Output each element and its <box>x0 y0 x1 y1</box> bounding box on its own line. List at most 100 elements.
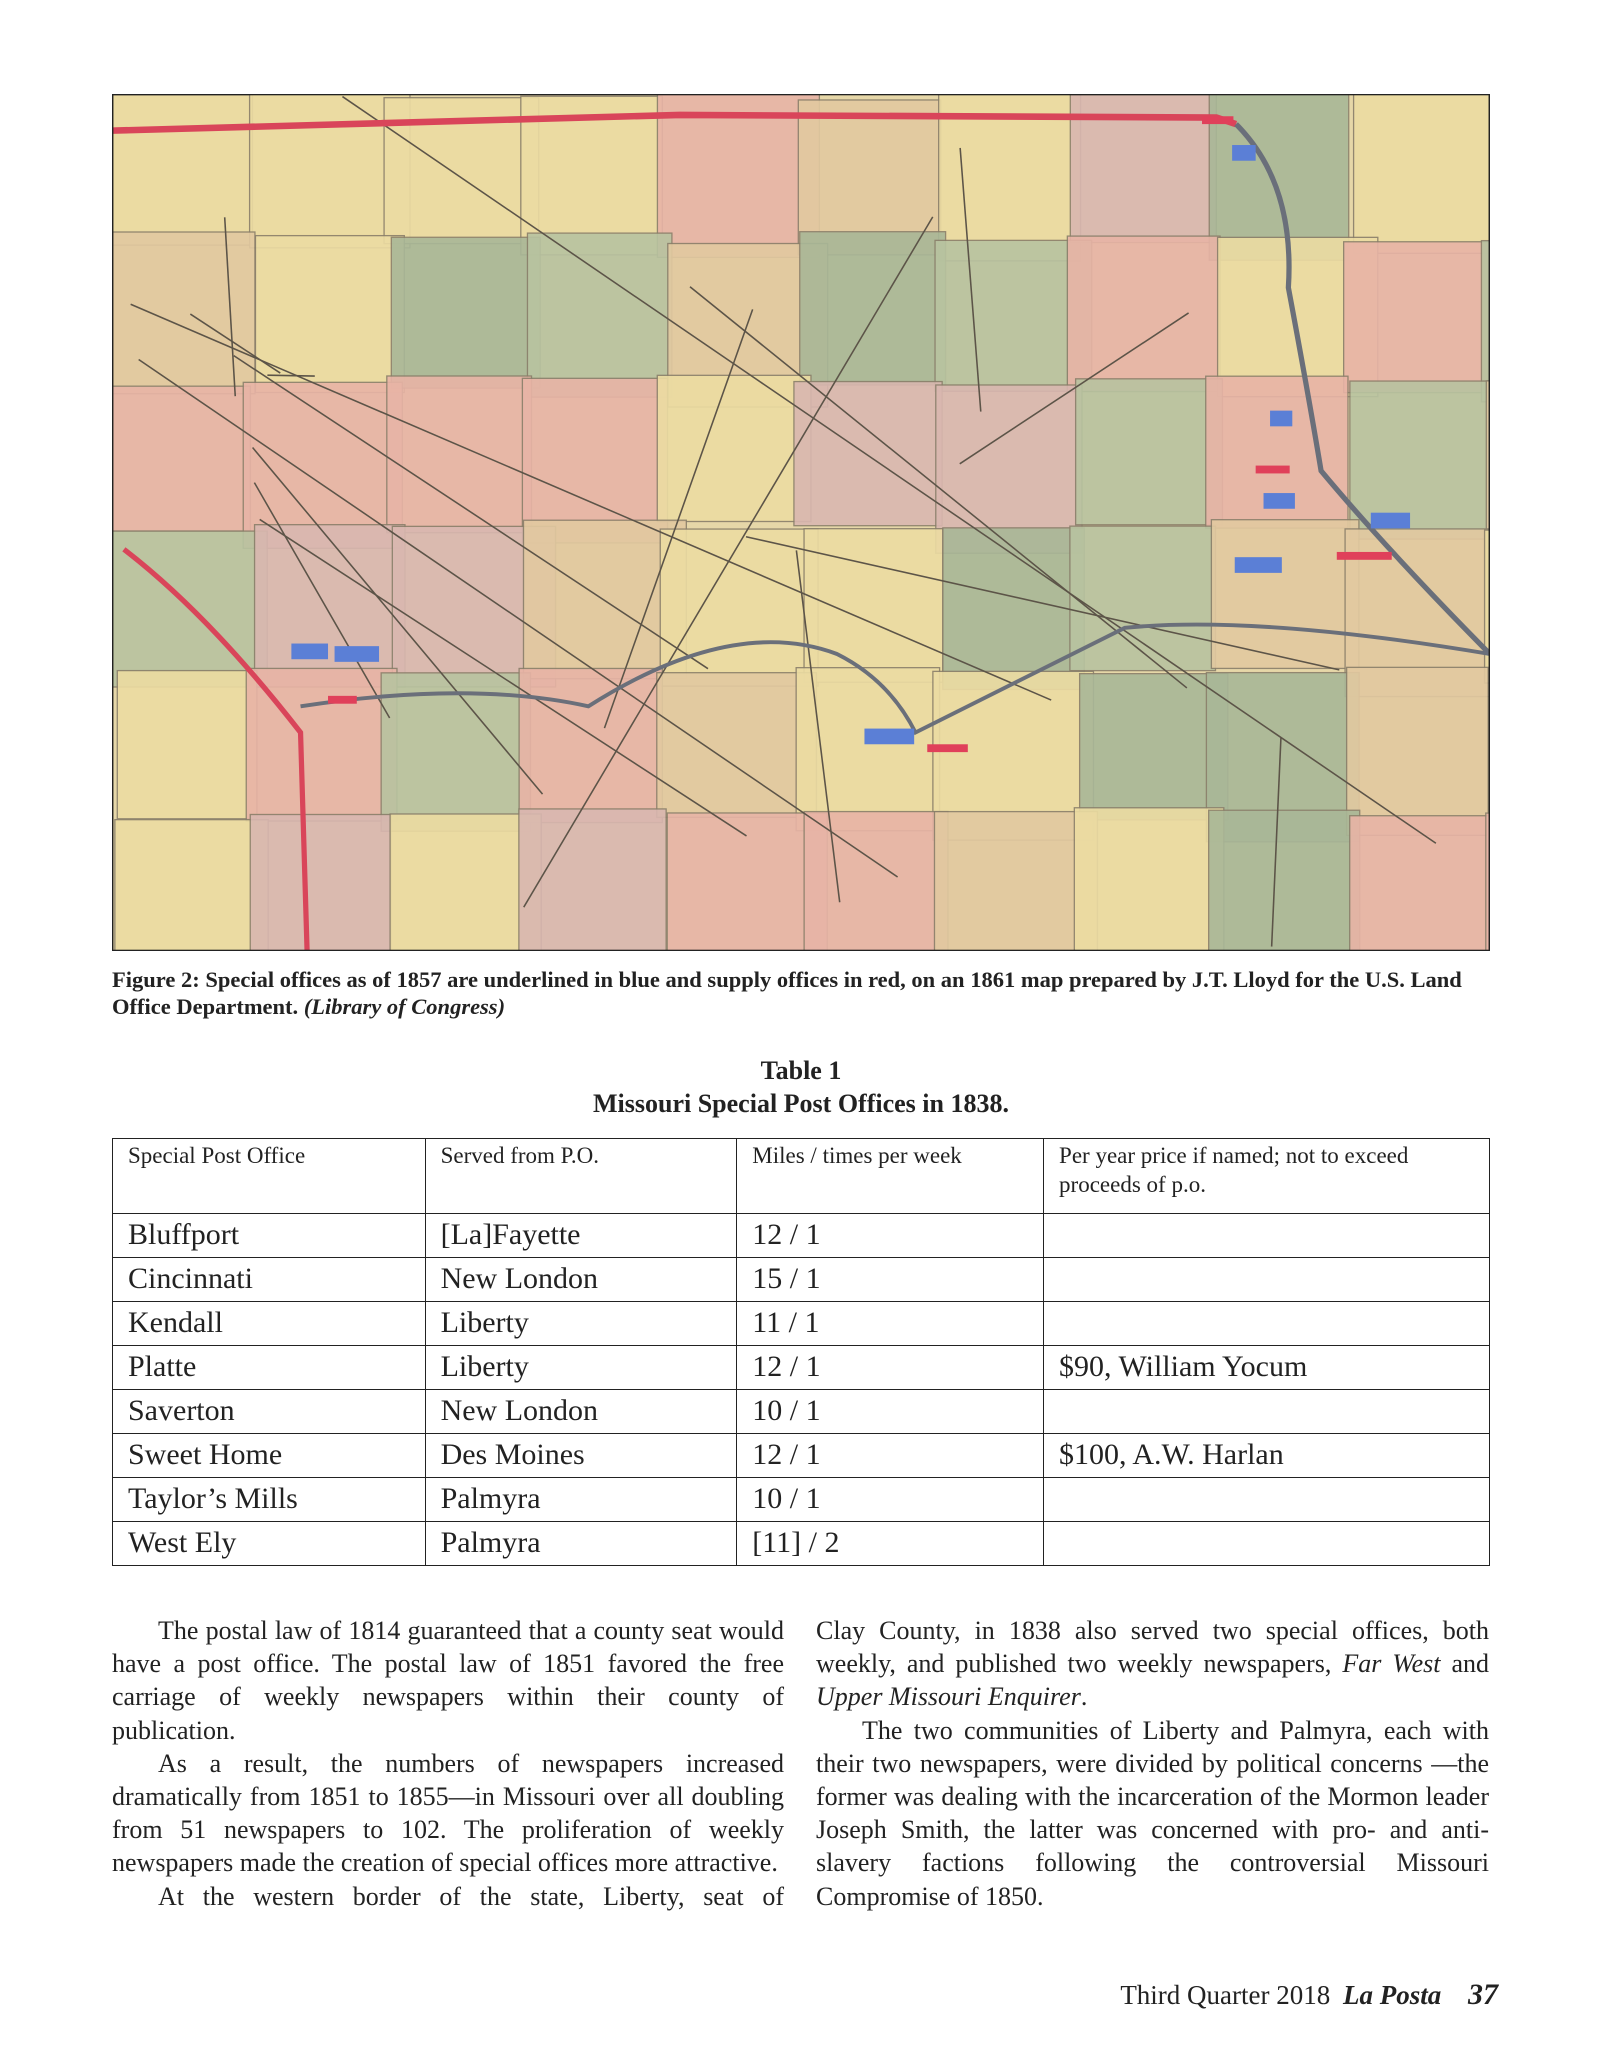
county <box>249 813 392 951</box>
special-office-mark <box>334 646 380 662</box>
table-row: Platte Liberty 12 / 1 $90, William Yocum <box>112 1345 1490 1390</box>
county <box>797 99 942 256</box>
county <box>656 672 818 819</box>
special-office-mark <box>1270 410 1293 427</box>
river <box>300 622 1490 736</box>
table-cell: Palmyra <box>424 1521 738 1566</box>
header-cell: Per year price if named; not to exceed p… <box>1043 1138 1490 1214</box>
text-run: The two communities of Liberty and Palmy… <box>816 1715 1489 1911</box>
railroad <box>795 550 841 903</box>
map-image <box>112 94 1490 951</box>
table-row: Taylor’s Mills Palmyra 10 / 1 <box>112 1477 1490 1522</box>
railroad <box>138 358 899 878</box>
text-run: (Library of Congress) <box>303 994 506 1019</box>
railroad <box>1270 737 1282 947</box>
table-cell: $90, William Yocum <box>1043 1345 1490 1390</box>
railroad <box>251 447 544 795</box>
county <box>803 810 949 951</box>
table-row: Sweet Home Des Moines 12 / 1 $100, A.W. Har… <box>112 1433 1490 1478</box>
text-run: Figure 2: Special offices as of 1857 are… <box>112 967 1462 1019</box>
text-run: and <box>1440 1649 1489 1679</box>
text-run: As a result, the numbers of newspapers i… <box>112 1748 784 1878</box>
railroad <box>959 147 982 412</box>
table-cell <box>1043 1389 1490 1434</box>
county <box>1074 378 1224 526</box>
text-column: Clay County, in 1838 also served two spe… <box>816 1614 1489 1913</box>
table-cell: 11 / 1 <box>736 1301 1045 1346</box>
county <box>666 812 828 951</box>
text-run: The postal law of 1814 guaranteed that a… <box>112 1616 784 1745</box>
railroad <box>267 374 315 377</box>
magazine-name: La Posta <box>1343 1980 1442 2010</box>
county <box>518 808 667 951</box>
text-run: At the western border of the state, Libe… <box>158 1881 784 1911</box>
table-cell <box>1043 1257 1490 1302</box>
railroad <box>745 535 1340 671</box>
text-run: Far West <box>1342 1649 1441 1679</box>
county <box>386 375 533 534</box>
table-cell: 15 / 1 <box>736 1257 1045 1302</box>
county <box>521 377 669 544</box>
county <box>389 813 542 951</box>
table-cell: 12 / 1 <box>736 1433 1045 1478</box>
railroad <box>233 354 709 670</box>
table-row: West Ely Palmyra [11] / 2 <box>112 1521 1490 1566</box>
supply-office-mark <box>328 695 357 704</box>
county <box>795 667 941 832</box>
table-cell: Platte <box>112 1345 426 1390</box>
county <box>112 385 252 532</box>
paragraph: Clay County, in 1838 also served two spe… <box>816 1614 1489 1714</box>
state-border <box>122 547 310 951</box>
table-cell: New London <box>424 1257 738 1302</box>
supply-office-mark <box>927 744 968 753</box>
table-row: Bluffport [La]Fayette 12 / 1 <box>112 1213 1490 1258</box>
county <box>253 524 406 688</box>
text-run: Upper Missouri Enquirer <box>816 1682 1081 1712</box>
header-cell: Miles / times per week <box>736 1138 1045 1214</box>
special-office-mark <box>1232 145 1256 161</box>
county <box>522 519 687 680</box>
table-cell: Kendall <box>112 1301 426 1346</box>
county <box>1343 241 1490 394</box>
county <box>1078 672 1229 821</box>
paragraph: As a result, the numbers of newspapers i… <box>112 1747 784 1880</box>
county <box>793 380 943 527</box>
county <box>1349 815 1490 951</box>
railroad <box>689 286 1188 689</box>
paragraph: At the western border of the state, Libe… <box>112 1880 784 1913</box>
header-cell: Served from P.O. <box>424 1138 738 1214</box>
county <box>526 232 673 398</box>
county <box>656 94 821 259</box>
county <box>933 810 1099 951</box>
table-cell: 12 / 1 <box>736 1213 1045 1258</box>
office-marks <box>291 116 1411 753</box>
paragraph: The two communities of Liberty and Palmy… <box>816 1714 1489 1913</box>
county <box>112 94 254 246</box>
table-subtitle: Missouri Special Post Offices in 1838. <box>593 1089 1009 1118</box>
county <box>518 667 663 824</box>
river <box>1234 122 1490 656</box>
supply-office-mark <box>1336 551 1392 560</box>
county <box>1210 519 1360 670</box>
county <box>1485 812 1490 951</box>
railroad <box>259 518 747 837</box>
railroad <box>341 95 1437 844</box>
table-row: Saverton New London 10 / 1 <box>112 1389 1490 1434</box>
table-cell: Bluffport <box>112 1213 426 1258</box>
special-office-mark <box>864 728 915 745</box>
railroad <box>130 303 1052 701</box>
county <box>116 669 258 820</box>
table-cell <box>1043 1521 1490 1566</box>
figure-caption: Figure 2: Special offices as of 1857 are… <box>112 966 1490 1020</box>
railroad <box>959 312 1190 465</box>
county <box>659 528 819 687</box>
railroad <box>603 309 754 729</box>
special-office-mark <box>1263 493 1295 509</box>
map-frame <box>112 94 1490 951</box>
county <box>1069 525 1217 672</box>
header-cell: Special Post Office <box>112 1138 426 1214</box>
supply-office-mark <box>1202 116 1234 125</box>
county <box>1485 380 1490 549</box>
post-office-table: Special Post Office Served from P.O. Miles… <box>112 1138 1490 1566</box>
